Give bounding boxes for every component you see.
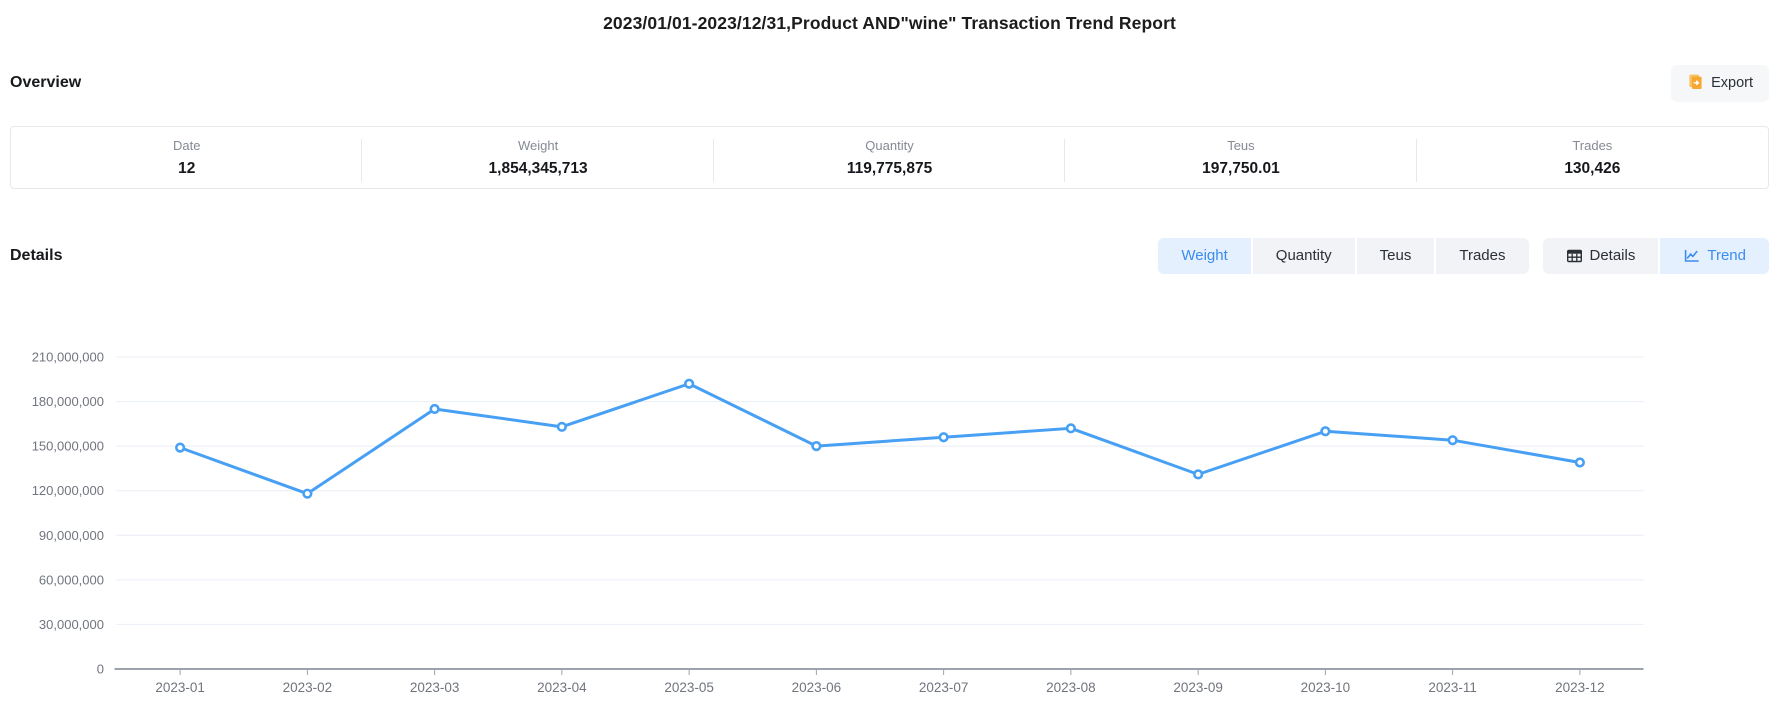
stat-label: Quantity bbox=[865, 138, 914, 153]
export-button[interactable]: Export bbox=[1671, 64, 1769, 102]
stat-weight: Weight 1,854,345,713 bbox=[362, 127, 715, 188]
stat-value: 1,854,345,713 bbox=[488, 160, 588, 177]
stat-value: 130,426 bbox=[1564, 160, 1621, 177]
x-axis-label: 2023-02 bbox=[283, 680, 333, 695]
stat-value: 12 bbox=[178, 160, 196, 177]
stat-label: Trades bbox=[1572, 138, 1613, 153]
title-row: 2023/01/01-2023/12/31,Product AND"wine" … bbox=[0, 0, 1779, 34]
stat-label: Teus bbox=[1227, 138, 1255, 153]
chart-controls: Weight Quantity Teus Trades bbox=[1158, 237, 1769, 274]
y-axis-label: 90,000,000 bbox=[39, 528, 104, 543]
export-file-icon bbox=[1687, 73, 1704, 94]
x-axis-label: 2023-11 bbox=[1428, 680, 1477, 695]
tab-trades-label: Trades bbox=[1459, 247, 1506, 264]
data-point[interactable] bbox=[1320, 426, 1331, 437]
tab-trend-view-label: Trend bbox=[1707, 247, 1746, 264]
table-icon bbox=[1566, 248, 1583, 264]
data-point[interactable] bbox=[1193, 469, 1204, 480]
tab-details-view[interactable]: Details bbox=[1542, 237, 1659, 274]
data-point[interactable] bbox=[175, 442, 186, 453]
stat-date: Date 12 bbox=[11, 127, 363, 188]
y-axis-label: 60,000,000 bbox=[39, 572, 104, 587]
stat-value: 119,775,875 bbox=[846, 160, 933, 177]
tab-weight-label: Weight bbox=[1181, 247, 1228, 264]
x-axis-label: 2023-01 bbox=[155, 680, 205, 695]
tab-trend-view[interactable]: Trend bbox=[1660, 237, 1769, 274]
details-header-row: Details Weight Quantity Teus Trades bbox=[10, 237, 1769, 274]
data-point[interactable] bbox=[429, 403, 440, 415]
x-axis-label: 2023-04 bbox=[537, 680, 587, 695]
stat-quantity: Quantity 119,775,875 bbox=[714, 127, 1066, 188]
tab-details-view-label: Details bbox=[1589, 247, 1636, 264]
tab-trades[interactable]: Trades bbox=[1436, 237, 1529, 274]
data-point[interactable] bbox=[1065, 423, 1076, 434]
stat-label: Weight bbox=[517, 138, 559, 153]
x-axis-label: 2023-07 bbox=[919, 680, 969, 695]
view-tab-group: Details Trend bbox=[1542, 237, 1769, 274]
y-axis-label: 210,000,000 bbox=[32, 350, 104, 365]
trend-chart-svg: 0 30,000,000 60,000,000 90,000,000 120,000,0… bbox=[32, 350, 1644, 695]
stat-value: 197,750.01 bbox=[1202, 160, 1280, 177]
trend-line bbox=[178, 382, 1582, 496]
data-point[interactable] bbox=[556, 421, 567, 432]
y-axis-label: 180,000,000 bbox=[32, 394, 104, 409]
tab-teus[interactable]: Teus bbox=[1356, 237, 1435, 274]
y-axis-label: 150,000,000 bbox=[32, 439, 104, 454]
overview-header-row: Overview Export bbox=[10, 64, 1769, 102]
y-axis-label: 0 bbox=[97, 662, 104, 677]
data-point[interactable] bbox=[938, 432, 949, 443]
data-point[interactable] bbox=[1574, 457, 1585, 468]
overview-card: Date 12 Weight 1,854,345,713 Quantity 11… bbox=[10, 126, 1769, 189]
x-axis-label: 2023-06 bbox=[792, 680, 842, 695]
y-axis-label: 120,000,000 bbox=[32, 483, 104, 498]
page-title: 2023/01/01-2023/12/31,Product AND"wine" … bbox=[603, 13, 1176, 33]
line-chart-icon bbox=[1683, 248, 1700, 264]
x-axis-label: 2023-12 bbox=[1555, 680, 1605, 695]
stat-trades: Trades 130,426 bbox=[1417, 127, 1768, 188]
x-axis-label: 2023-05 bbox=[664, 680, 714, 695]
tab-quantity[interactable]: Quantity bbox=[1252, 237, 1355, 274]
stat-teus: Teus 197,750.01 bbox=[1065, 127, 1418, 188]
details-heading: Details bbox=[10, 246, 63, 264]
x-axis-label: 2023-03 bbox=[410, 680, 460, 695]
stat-label: Date bbox=[172, 138, 201, 153]
metric-tab-group: Weight Quantity Teus Trades bbox=[1158, 237, 1529, 274]
export-button-label: Export bbox=[1711, 75, 1753, 91]
data-point[interactable] bbox=[302, 488, 313, 499]
overview-heading: Overview bbox=[10, 74, 82, 91]
data-point[interactable] bbox=[811, 441, 822, 452]
tab-teus-label: Teus bbox=[1379, 247, 1412, 264]
tab-weight[interactable]: Weight bbox=[1158, 237, 1251, 274]
data-point[interactable] bbox=[684, 378, 695, 389]
x-axis-label: 2023-10 bbox=[1301, 680, 1351, 695]
y-axis-label: 30,000,000 bbox=[39, 617, 104, 632]
x-axis-label: 2023-09 bbox=[1173, 680, 1223, 695]
x-axis-label: 2023-08 bbox=[1046, 680, 1096, 695]
tab-quantity-label: Quantity bbox=[1275, 247, 1332, 264]
trend-chart: 0 30,000,000 60,000,000 90,000,000 120,000,0… bbox=[0, 288, 1779, 703]
data-point[interactable] bbox=[1447, 435, 1458, 446]
